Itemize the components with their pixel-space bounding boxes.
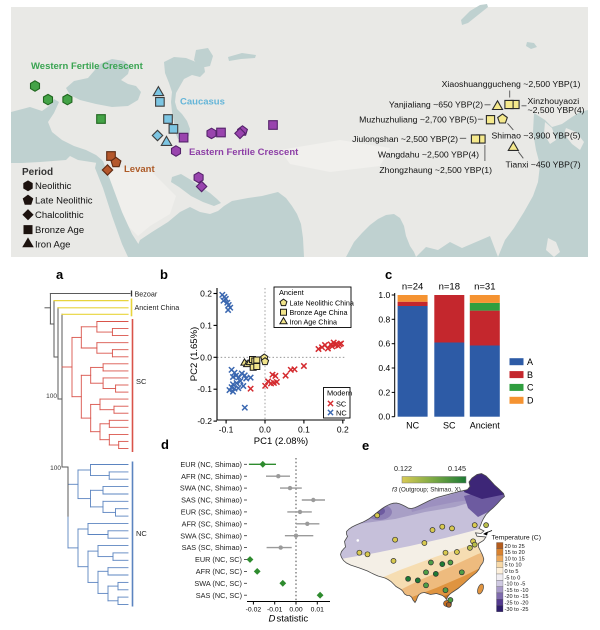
svg-text:0.6: 0.6 [378, 339, 390, 349]
svg-text:SAS (SC, Shimao): SAS (SC, Shimao) [182, 543, 242, 552]
svg-text:D: D [269, 614, 276, 625]
svg-text:n=31: n=31 [474, 282, 495, 293]
svg-text:Wangdahu ~2,500 YBP(4): Wangdahu ~2,500 YBP(4) [378, 150, 479, 160]
svg-text:Jiulongshan ~2,500 YBP(2): Jiulongshan ~2,500 YBP(2) [352, 134, 458, 144]
svg-text:NC: NC [406, 421, 419, 431]
svg-text:0 to 5: 0 to 5 [505, 569, 519, 575]
svg-text:Period: Period [22, 167, 53, 178]
svg-text:Bronze Age: Bronze Age [35, 225, 84, 236]
svg-text:100: 100 [46, 393, 57, 400]
svg-text:NC: NC [336, 409, 347, 418]
svg-text:e: e [362, 438, 369, 453]
svg-text:D: D [527, 395, 534, 405]
svg-text:0.0: 0.0 [378, 412, 390, 422]
svg-text:SWA (SC, Shimao): SWA (SC, Shimao) [180, 531, 242, 540]
svg-text:0.00: 0.00 [289, 607, 302, 614]
svg-text:Caucasus: Caucasus [180, 97, 225, 108]
svg-text:0.0: 0.0 [200, 352, 212, 362]
svg-text:AFR (NC, SC): AFR (NC, SC) [196, 567, 242, 576]
svg-text:SC: SC [136, 377, 147, 386]
svg-text:0.2: 0.2 [200, 289, 212, 299]
svg-text:Late Neolithic: Late Neolithic [35, 196, 93, 207]
svg-text:0.0: 0.0 [259, 425, 271, 435]
svg-text:SWA (NC, Shimao): SWA (NC, Shimao) [180, 484, 242, 493]
svg-text:Yanjialiang ~650 YBP(2): Yanjialiang ~650 YBP(2) [389, 100, 483, 110]
svg-text:0.01: 0.01 [311, 607, 324, 614]
svg-text:Xiaoshuanggucheng ~2,500 YBP(1: Xiaoshuanggucheng ~2,500 YBP(1) [442, 79, 581, 89]
svg-text:0.2: 0.2 [378, 387, 390, 397]
svg-text:Ancient China: Ancient China [135, 303, 180, 312]
svg-text:Xinzhouyaozi: Xinzhouyaozi [528, 96, 580, 106]
svg-text:Modern: Modern [327, 389, 352, 398]
svg-text:b: b [160, 267, 168, 282]
svg-text:SC: SC [336, 400, 347, 409]
svg-text:Western Fertile Crescent: Western Fertile Crescent [31, 61, 144, 72]
svg-text:EUR (NC, SC): EUR (NC, SC) [195, 555, 242, 564]
svg-text:-25 to -20: -25 to -20 [505, 601, 529, 607]
svg-text:Zhongzhaung ~2,500 YBP(1): Zhongzhaung ~2,500 YBP(1) [379, 165, 492, 175]
svg-text:Tianxi ~450 YBP(7): Tianxi ~450 YBP(7) [506, 160, 581, 170]
svg-text:-10 to -5: -10 to -5 [505, 582, 526, 588]
svg-text:0.1: 0.1 [200, 320, 212, 330]
svg-text:0.2: 0.2 [337, 425, 349, 435]
svg-text:SWA (NC, SC): SWA (NC, SC) [194, 579, 242, 588]
svg-text:Iron Age China: Iron Age China [290, 318, 338, 327]
svg-text:0.122: 0.122 [394, 464, 412, 473]
svg-text:-15 to -10: -15 to -10 [505, 588, 529, 594]
svg-text:f3 (Outgroup; Shimao, X): f3 (Outgroup; Shimao, X) [392, 487, 461, 494]
svg-text:AFR (NC, Shimao): AFR (NC, Shimao) [181, 472, 242, 481]
svg-text:10 to 15: 10 to 15 [505, 556, 525, 562]
svg-text:d: d [161, 437, 169, 452]
svg-text:n=24: n=24 [402, 282, 423, 293]
svg-text:-0.1: -0.1 [219, 425, 234, 435]
svg-text:Bezoar: Bezoar [135, 290, 158, 299]
svg-text:-0.02: -0.02 [246, 607, 262, 614]
svg-text:5 to 10: 5 to 10 [505, 563, 522, 569]
svg-text:C: C [527, 383, 534, 393]
svg-text:AFR (SC, Shimao): AFR (SC, Shimao) [182, 519, 242, 528]
svg-text:B: B [527, 370, 533, 380]
svg-text:Levant: Levant [124, 164, 155, 175]
svg-text:0.4: 0.4 [378, 363, 390, 373]
svg-text:Temperature (C): Temperature (C) [492, 535, 541, 542]
svg-text:-0.1: -0.1 [197, 384, 212, 394]
svg-text:SAS (NC, SC): SAS (NC, SC) [196, 591, 242, 600]
svg-text:-5 to 0: -5 to 0 [505, 575, 521, 581]
svg-text:20 to 25: 20 to 25 [505, 544, 525, 550]
svg-text:Bronze Age China: Bronze Age China [290, 308, 348, 317]
svg-text:n=18: n=18 [439, 282, 460, 293]
svg-text:Ancient: Ancient [279, 288, 304, 297]
svg-text:PC2 (1.65%): PC2 (1.65%) [189, 327, 200, 381]
svg-text:Iron Age: Iron Age [35, 239, 70, 250]
svg-text:-0.01: -0.01 [267, 607, 283, 614]
svg-text:100: 100 [50, 465, 61, 472]
svg-text:a: a [56, 267, 64, 282]
svg-text:~2,500 YBP(4): ~2,500 YBP(4) [528, 105, 585, 115]
svg-text:Chalcolithic: Chalcolithic [35, 210, 84, 221]
svg-text:15 to 20: 15 to 20 [505, 550, 525, 556]
svg-text:Eastern Fertile Crescent: Eastern Fertile Crescent [189, 147, 299, 158]
svg-text:Neolithic: Neolithic [35, 181, 72, 192]
svg-text:EUR (SC, Shimao): EUR (SC, Shimao) [181, 508, 242, 517]
svg-text:PC1 (2.08%): PC1 (2.08%) [254, 436, 308, 447]
svg-text:c: c [385, 267, 392, 282]
svg-text:Shimao ~3,900 YBP(5): Shimao ~3,900 YBP(5) [492, 131, 581, 141]
svg-text:-20 to -15: -20 to -15 [505, 594, 529, 600]
svg-text:0.8: 0.8 [378, 314, 390, 324]
svg-text:EUR (NC, Shimao): EUR (NC, Shimao) [180, 460, 242, 469]
svg-text:SAS (NC, Shimao): SAS (NC, Shimao) [181, 496, 242, 505]
svg-text:SC: SC [443, 421, 456, 431]
svg-text:A: A [527, 357, 533, 367]
svg-text:Ancient: Ancient [470, 421, 501, 431]
svg-text:0.145: 0.145 [448, 464, 466, 473]
svg-text:Late Neolithic China: Late Neolithic China [290, 299, 354, 308]
svg-text:Muzhuzhuliang ~2,700 YBP(5): Muzhuzhuliang ~2,700 YBP(5) [359, 115, 477, 125]
svg-text:NC: NC [136, 529, 147, 538]
svg-text:-0.2: -0.2 [197, 416, 212, 426]
svg-text:statistic: statistic [277, 614, 309, 625]
svg-text:-30 to -25: -30 to -25 [505, 607, 529, 613]
svg-text:0.1: 0.1 [298, 425, 310, 435]
svg-text:1.0: 1.0 [378, 290, 390, 300]
